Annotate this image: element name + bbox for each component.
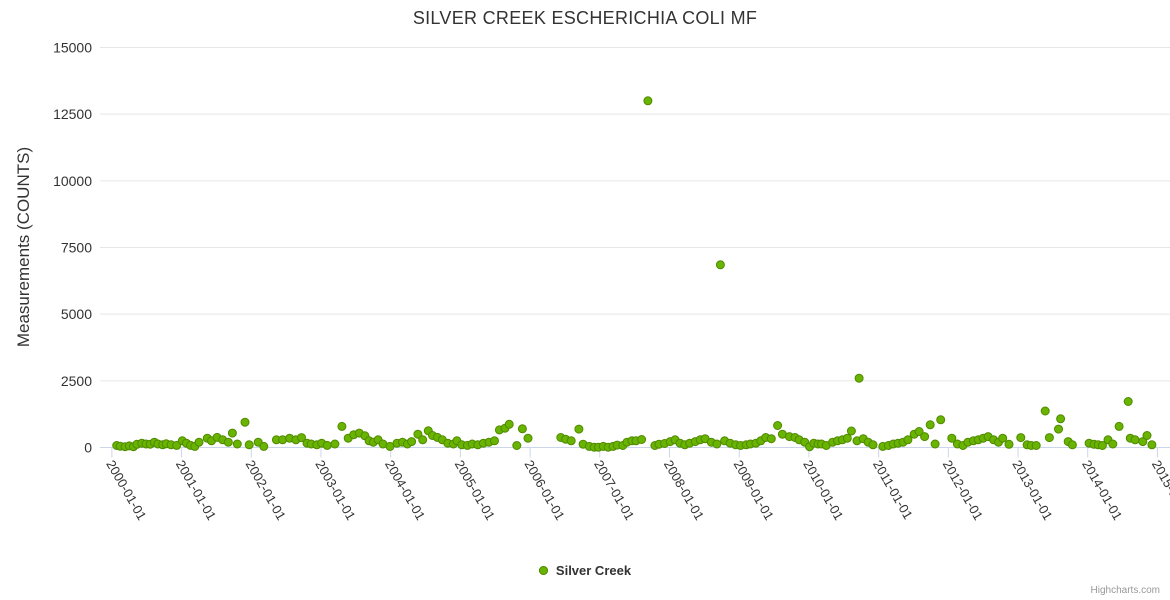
data-point[interactable]	[998, 433, 1008, 443]
data-point[interactable]	[930, 439, 940, 449]
data-point[interactable]	[868, 440, 878, 450]
legend-marker-icon	[538, 566, 548, 575]
y-axis-label: 7500	[61, 240, 92, 256]
data-point[interactable]	[512, 441, 522, 450]
x-axis-label: 2012-01-01	[940, 458, 986, 523]
data-point[interactable]	[330, 439, 340, 449]
data-point[interactable]	[194, 437, 204, 447]
data-point[interactable]	[1147, 440, 1157, 450]
data-point[interactable]	[712, 439, 722, 449]
highcharts-credits-link[interactable]: Highcharts.com	[1090, 585, 1160, 596]
data-point[interactable]	[227, 428, 237, 438]
data-point[interactable]	[259, 441, 269, 451]
x-axis-label: 2007-01-01	[591, 458, 637, 523]
x-axis-label: 2008-01-01	[661, 458, 707, 523]
y-axis-label: 15000	[53, 40, 92, 56]
data-point[interactable]	[407, 437, 417, 447]
data-point[interactable]	[517, 424, 527, 434]
x-axis-label: 2000-01-01	[103, 458, 149, 523]
x-axis-label: 2006-01-01	[521, 458, 567, 523]
data-point[interactable]	[637, 435, 647, 444]
data-point[interactable]	[223, 437, 233, 447]
data-point[interactable]	[1108, 439, 1118, 449]
data-point[interactable]	[1142, 431, 1152, 440]
data-point[interactable]	[413, 429, 423, 439]
data-point[interactable]	[322, 440, 332, 450]
x-axis-label: 2004-01-01	[382, 458, 428, 523]
data-point[interactable]	[1016, 433, 1026, 443]
data-point[interactable]	[947, 433, 957, 443]
data-point[interactable]	[854, 373, 864, 383]
data-point[interactable]	[903, 435, 913, 445]
data-point[interactable]	[1097, 441, 1107, 450]
data-point[interactable]	[925, 420, 935, 430]
x-axis-label: 2013-01-01	[1009, 458, 1055, 523]
y-axis-label: 0	[84, 440, 92, 456]
data-point[interactable]	[566, 436, 576, 446]
data-point[interactable]	[773, 421, 783, 430]
data-point[interactable]	[842, 433, 852, 443]
data-point[interactable]	[766, 434, 776, 444]
x-axis-label: 2003-01-01	[312, 458, 358, 523]
x-axis-label: 2010-01-01	[800, 458, 846, 523]
data-point[interactable]	[490, 436, 499, 446]
y-axis-label: 12500	[53, 106, 92, 122]
data-point[interactable]	[1031, 441, 1041, 450]
legend-item-silver-creek[interactable]: Silver Creek	[0, 563, 1170, 578]
data-point[interactable]	[914, 427, 924, 436]
data-point[interactable]	[297, 433, 306, 443]
y-axis-label: 10000	[53, 173, 92, 189]
data-point[interactable]	[574, 424, 584, 434]
data-point[interactable]	[244, 440, 254, 450]
data-point[interactable]	[232, 439, 242, 449]
data-point[interactable]	[1004, 439, 1014, 449]
data-point[interactable]	[1114, 421, 1124, 431]
x-axis-label: 2009-01-01	[731, 458, 777, 523]
data-point[interactable]	[504, 419, 514, 429]
data-point[interactable]	[1067, 440, 1077, 450]
data-point[interactable]	[418, 435, 428, 445]
legend-label: Silver Creek	[555, 563, 632, 578]
data-point[interactable]	[846, 426, 856, 436]
y-axis-label: 2500	[61, 373, 92, 389]
chart-title: SILVER CREEK ESCHERICHIA COLI MF	[412, 8, 758, 28]
x-axis-label: 2014-01-01	[1079, 458, 1125, 523]
data-point[interactable]	[337, 421, 347, 431]
data-point[interactable]	[1138, 437, 1148, 447]
data-point[interactable]	[715, 260, 725, 270]
data-point[interactable]	[1054, 424, 1063, 434]
data-point[interactable]	[240, 417, 250, 427]
data-point[interactable]	[1123, 397, 1133, 406]
x-axis-label: 2005-01-01	[452, 458, 498, 523]
data-point[interactable]	[523, 433, 533, 443]
data-point[interactable]	[643, 96, 653, 106]
x-axis-label: 2001-01-01	[173, 458, 219, 523]
x-axis-label: 2002-01-01	[243, 458, 289, 523]
data-point[interactable]	[1056, 414, 1066, 424]
data-point[interactable]	[1130, 435, 1140, 445]
y-axis-label: 5000	[61, 306, 92, 322]
x-axis-label: 2015-01-01	[1149, 458, 1170, 523]
data-point[interactable]	[1040, 406, 1050, 416]
data-point[interactable]	[920, 432, 930, 442]
data-point[interactable]	[1044, 433, 1054, 443]
x-axis-label: 2011-01-01	[870, 458, 916, 522]
data-point[interactable]	[936, 415, 946, 425]
